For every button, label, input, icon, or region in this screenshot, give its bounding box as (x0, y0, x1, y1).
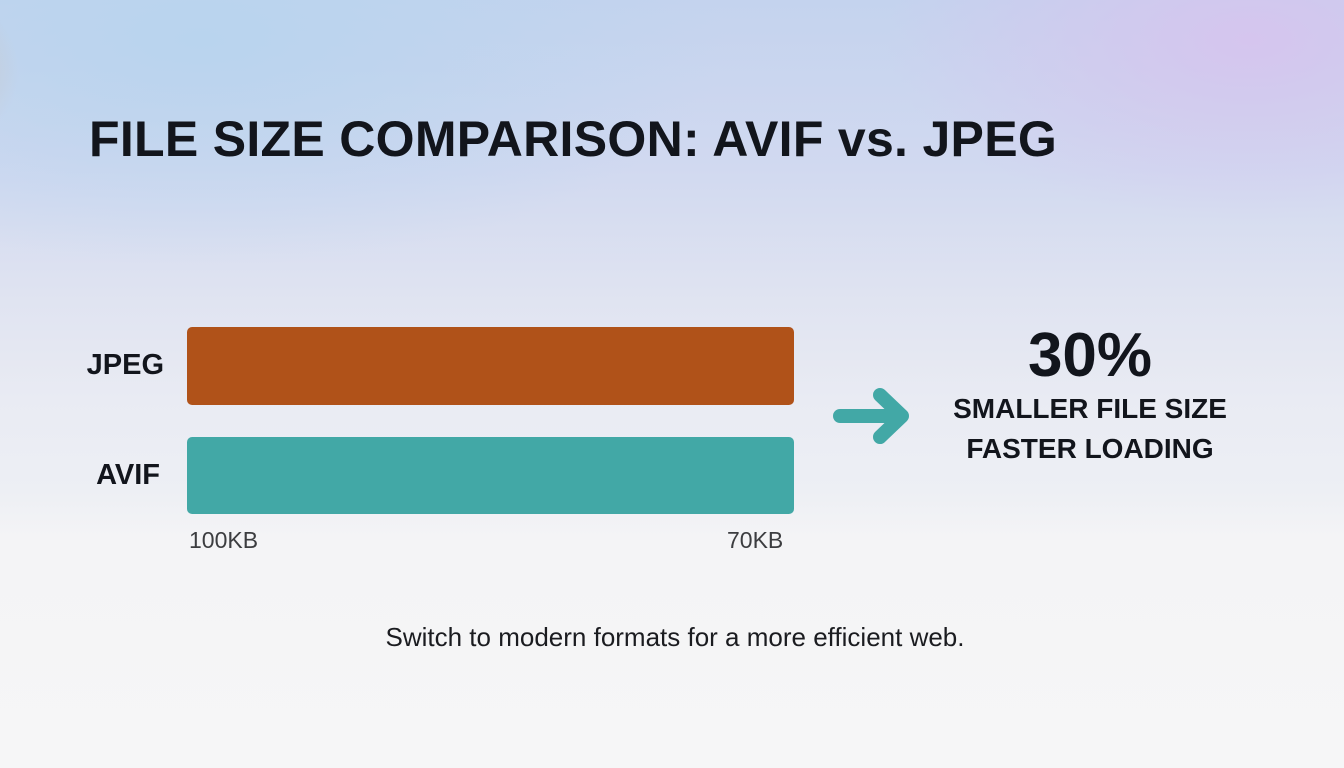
axis-label-left: 100KB (189, 527, 259, 553)
axis-label-right: 70KB (727, 527, 784, 553)
bar-jpeg (187, 327, 794, 405)
bar-label-avif: AVIF (96, 459, 160, 491)
footer-tagline: Switch to modern formats for a more effi… (385, 622, 965, 652)
arrow-right-icon (833, 388, 909, 444)
background-haze (0, 0, 20, 140)
stat-line-smaller: SMALLER FILE SIZE (953, 393, 1227, 424)
stat-line-faster: FASTER LOADING (966, 433, 1214, 464)
bar-avif (187, 437, 794, 514)
bar-label-jpeg: JPEG (86, 349, 164, 381)
chart-title: FILE SIZE COMPARISON: AVIF vs. JPEG (89, 111, 1058, 167)
stat-percent: 30% (1027, 321, 1153, 390)
